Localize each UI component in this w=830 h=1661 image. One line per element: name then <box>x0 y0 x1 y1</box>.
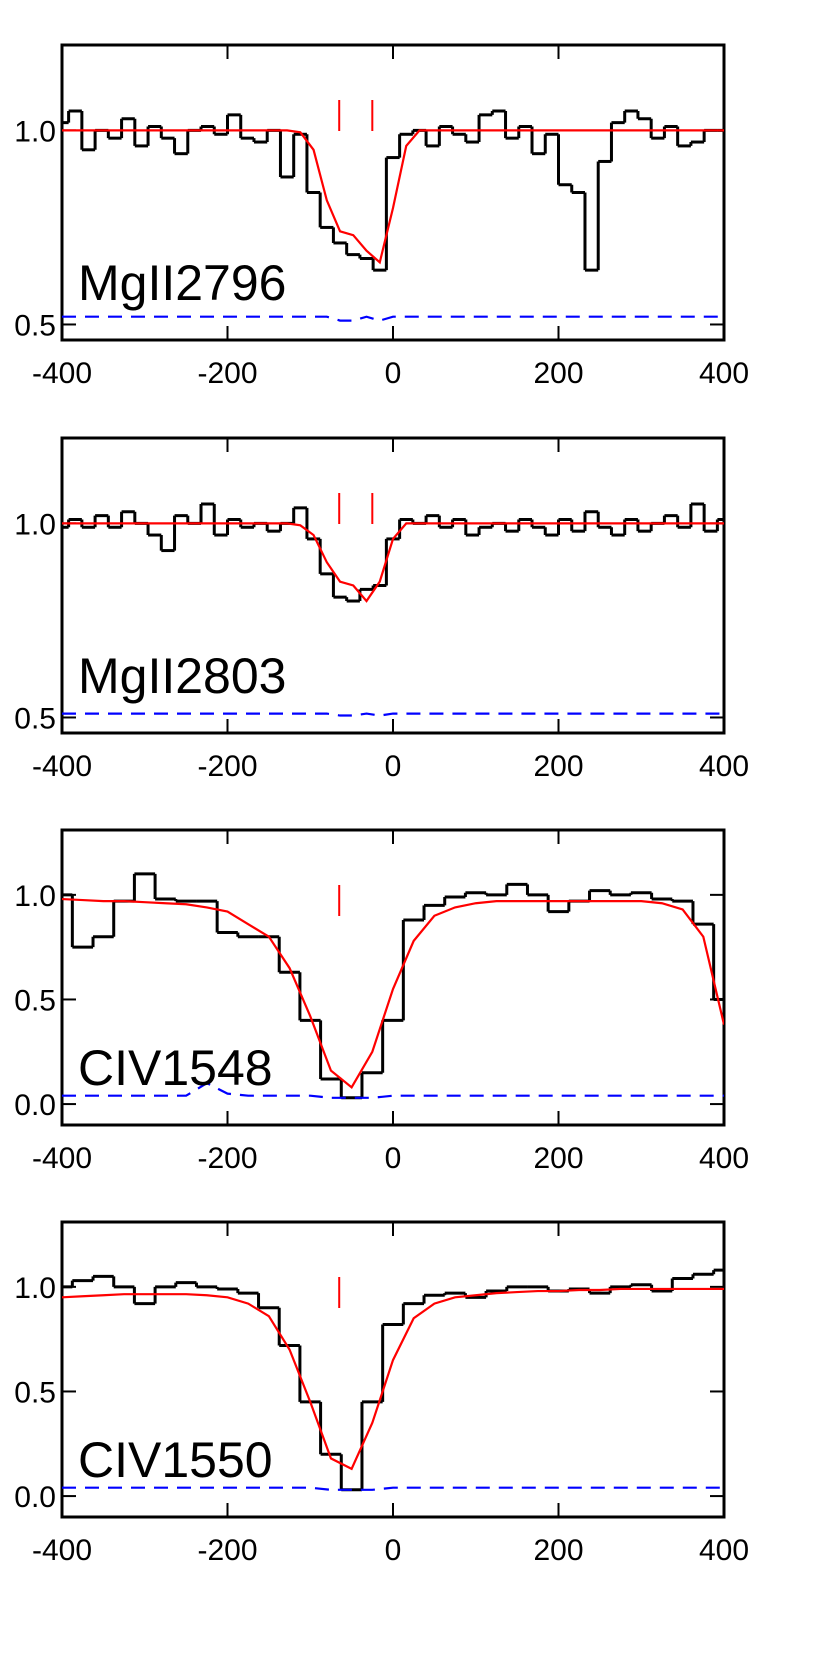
line-label: MgII2796 <box>78 255 286 311</box>
error-line <box>62 315 724 322</box>
x-tick-label: 400 <box>699 1534 749 1567</box>
y-tick-label: 0.5 <box>14 309 56 342</box>
line-label: MgII2803 <box>78 648 286 704</box>
y-tick-label: 0.0 <box>14 1481 56 1514</box>
x-tick-label: -400 <box>32 750 92 783</box>
y-tick-label: 1.0 <box>14 115 56 148</box>
x-tick-label: 0 <box>385 357 402 390</box>
x-tick-label: 400 <box>699 750 749 783</box>
x-tick-label: -400 <box>32 1142 92 1175</box>
model-line <box>62 129 724 265</box>
x-tick-label: 400 <box>699 357 749 390</box>
y-tick-label: 1.0 <box>14 508 56 541</box>
error-line <box>62 712 724 717</box>
x-tick-label: -200 <box>197 357 257 390</box>
x-tick-label: 200 <box>533 1142 583 1175</box>
y-tick-label: 1.0 <box>14 1272 56 1305</box>
x-tick-label: 200 <box>533 1534 583 1567</box>
step-connector <box>67 110 706 271</box>
step-connector <box>67 503 719 602</box>
model-line <box>62 897 724 1090</box>
x-tick-label: -200 <box>197 750 257 783</box>
x-tick-label: 200 <box>533 357 583 390</box>
step-connector <box>70 873 716 1098</box>
line-label: CIV1548 <box>78 1040 273 1096</box>
x-tick-label: 0 <box>385 750 402 783</box>
error-line <box>62 1486 724 1491</box>
x-tick-label: 400 <box>699 1142 749 1175</box>
x-tick-label: 200 <box>533 750 583 783</box>
y-tick-label: 0.0 <box>14 1089 56 1122</box>
error-line <box>62 1081 724 1099</box>
y-tick-label: 0.5 <box>14 984 56 1017</box>
x-tick-label: -400 <box>32 357 92 390</box>
y-tick-label: 0.5 <box>14 1376 56 1409</box>
x-tick-label: -200 <box>197 1142 257 1175</box>
line-label: CIV1550 <box>78 1432 273 1488</box>
model-line <box>62 522 724 603</box>
x-tick-label: -200 <box>197 1534 257 1567</box>
x-tick-label: -400 <box>32 1534 92 1567</box>
y-tick-label: 0.5 <box>14 702 56 735</box>
x-tick-label: 0 <box>385 1534 402 1567</box>
x-tick-label: 0 <box>385 1142 402 1175</box>
y-tick-label: 1.0 <box>14 880 56 913</box>
model-line <box>62 1287 724 1471</box>
